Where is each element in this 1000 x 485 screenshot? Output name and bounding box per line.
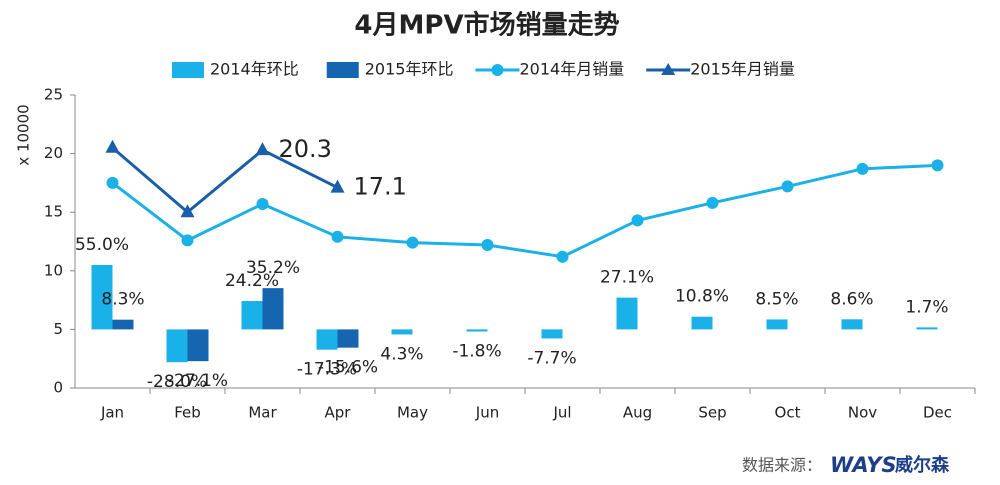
data-label: -15.6% (318, 358, 378, 378)
y-tick-label: 15 (44, 203, 63, 221)
legend-swatch (172, 62, 204, 78)
y-tick-label: 25 (44, 86, 63, 104)
x-tick-label: Mar (248, 404, 277, 422)
bar (466, 329, 488, 332)
source-label: 数据来源： (742, 456, 822, 475)
data-label: 55.0% (75, 235, 129, 255)
x-tick-label: May (397, 404, 428, 422)
x-tick-label: Oct (775, 404, 801, 422)
y-tick-label: 10 (44, 261, 63, 279)
x-tick-label: Dec (923, 404, 952, 422)
logo-text: 威尔森 (895, 454, 950, 476)
point (105, 139, 120, 153)
data-label: 10.8% (675, 287, 729, 307)
line (111, 146, 339, 215)
legend-label: 2014年环比 (210, 60, 299, 79)
bar (262, 288, 284, 330)
x-tick-label: Aug (623, 404, 652, 422)
bar (112, 319, 134, 330)
point (256, 197, 269, 210)
x-tick-label: Jun (475, 404, 499, 422)
point (556, 250, 569, 263)
data-label: -28.0% (147, 372, 207, 392)
data-label: 27.1% (600, 268, 654, 288)
bar (916, 327, 938, 330)
data-label: -7.7% (527, 348, 576, 368)
data-label: 4.3% (380, 344, 423, 364)
bar (766, 319, 788, 330)
line (111, 163, 938, 259)
legend-swatch (326, 62, 359, 78)
logo: WAYS (830, 453, 897, 477)
point (481, 239, 494, 252)
data-label: 24.2% (225, 271, 279, 291)
x-tick-label: Jul (552, 404, 571, 422)
x-tick-label: Sep (698, 404, 726, 422)
bar (91, 264, 113, 330)
bar (691, 316, 713, 330)
point (631, 214, 644, 227)
data-label: 17.1 (354, 173, 407, 201)
legend-marker (661, 63, 676, 75)
y-tick-label: 5 (53, 320, 63, 338)
bar (391, 329, 413, 335)
point (706, 196, 719, 209)
point (781, 180, 794, 193)
data-label: 20.3 (279, 135, 332, 163)
point (856, 162, 869, 175)
point (331, 230, 344, 243)
point (181, 234, 194, 247)
y-axis-label: x 10000 (15, 104, 33, 165)
bar (316, 329, 338, 350)
point (255, 142, 270, 156)
y-tick-label: 0 (53, 379, 63, 397)
legend-label: 2015年环比 (365, 60, 454, 79)
data-label: 1.7% (905, 297, 948, 317)
point (931, 159, 944, 172)
bar (616, 297, 638, 330)
x-tick-label: Feb (174, 404, 201, 422)
data-label: 8.3% (101, 290, 144, 310)
data-label: -1.8% (452, 342, 501, 362)
data-label: -27.1% (168, 371, 228, 391)
x-tick-label: Jan (100, 404, 124, 422)
x-tick-label: Apr (325, 404, 352, 422)
data-label: 35.2% (246, 258, 300, 278)
bar (337, 329, 359, 348)
bar (241, 301, 263, 330)
bar (187, 329, 209, 362)
bar (841, 319, 863, 330)
data-label: 8.5% (755, 289, 798, 309)
data-label: -17.3% (297, 360, 357, 380)
point (330, 179, 345, 193)
x-tick-label: Nov (848, 404, 877, 422)
point (180, 204, 195, 218)
legend-label: 2014年月销量 (519, 60, 624, 79)
chart-title: 4月MPV市场销量走势 (354, 10, 619, 41)
point (106, 176, 119, 189)
bar (166, 329, 188, 363)
legend-label: 2015年月销量 (690, 60, 795, 79)
data-label: 8.6% (830, 289, 873, 309)
legend-marker (491, 64, 504, 76)
y-tick-label: 20 (44, 144, 63, 162)
point (406, 236, 419, 249)
bar (541, 329, 563, 339)
